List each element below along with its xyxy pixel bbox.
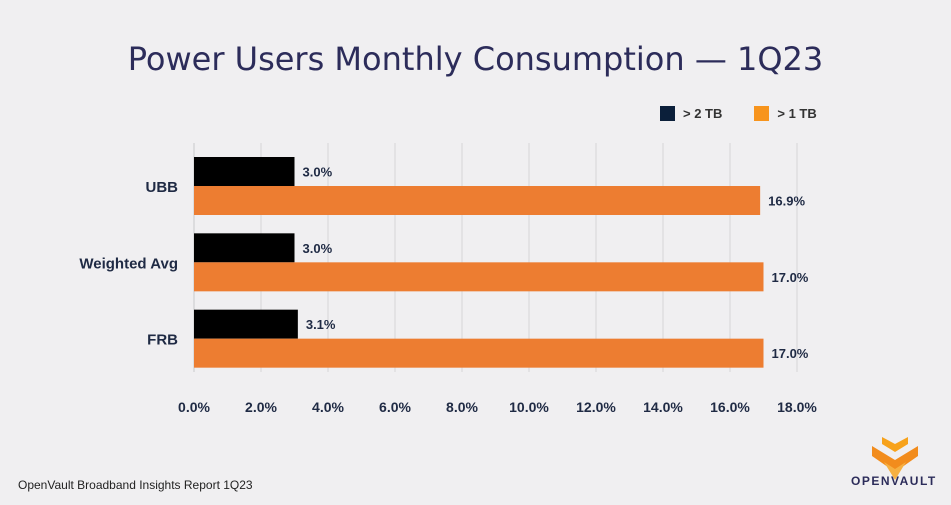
bar-2tb [194, 157, 295, 186]
bar-1tb [194, 262, 764, 292]
x-tick-label: 10.0% [509, 399, 549, 415]
logo-wordmark: OPENVAULT [851, 474, 937, 488]
x-tick-label: 16.0% [710, 399, 750, 415]
category-label: UBB [146, 179, 179, 196]
category-label: Weighted Avg [79, 255, 178, 272]
legend: > 2 TB > 1 TB [660, 106, 839, 121]
legend-item-1tb: > 1 TB [754, 106, 817, 121]
chart-title: Power Users Monthly Consumption — 1Q23 [127, 40, 824, 78]
x-tick-label: 6.0% [379, 399, 411, 415]
legend-swatch-2tb [660, 106, 675, 121]
legend-label-1tb: > 1 TB [777, 106, 817, 121]
x-tick-label: 12.0% [576, 399, 616, 415]
x-tick-label: 8.0% [446, 399, 478, 415]
bar-2tb [194, 233, 295, 263]
data-label: 17.0% [772, 346, 809, 361]
openvault-logo-icon [872, 437, 918, 480]
x-tick-label: 4.0% [312, 399, 344, 415]
category-label: FRB [147, 332, 178, 349]
bar-2tb [194, 309, 298, 339]
bar-1tb [194, 186, 761, 215]
x-tick-label: 2.0% [245, 399, 277, 415]
bar-1tb [194, 338, 764, 368]
data-label: 17.0% [772, 270, 809, 285]
source-note: OpenVault Broadband Insights Report 1Q23 [18, 478, 253, 492]
data-label: 3.1% [306, 317, 336, 332]
legend-label-2tb: > 2 TB [683, 106, 723, 121]
x-tick-label: 14.0% [643, 399, 683, 415]
data-label: 16.9% [768, 194, 805, 209]
x-tick-label: 0.0% [178, 399, 210, 415]
legend-swatch-1tb [754, 106, 770, 121]
data-label: 3.0% [303, 165, 333, 180]
legend-item-2tb: > 2 TB [660, 106, 722, 121]
data-label: 3.0% [303, 241, 333, 256]
x-tick-label: 18.0% [777, 399, 817, 415]
